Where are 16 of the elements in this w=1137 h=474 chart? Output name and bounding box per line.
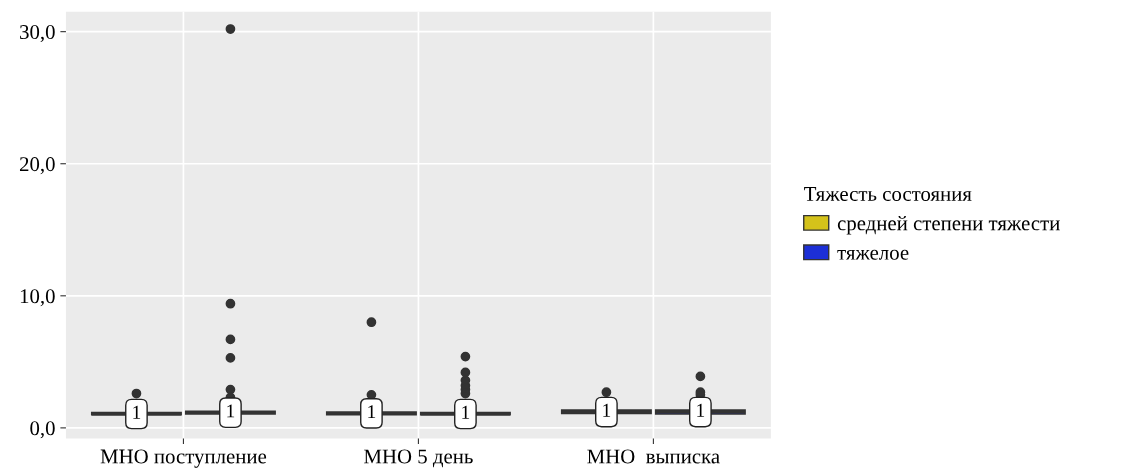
y-tick-label: 10,0 xyxy=(20,289,55,307)
x-tick-label: МНО выписка xyxy=(587,449,720,464)
y-tick-label: 30,0 xyxy=(20,25,55,43)
text: 1 xyxy=(697,403,705,417)
legend-label: средней степени тяжести xyxy=(837,215,1060,235)
text: 1 xyxy=(462,405,470,419)
y-tick-label: 0,0 xyxy=(30,421,55,439)
text: 1 xyxy=(133,405,141,419)
legend-label: тяжелое xyxy=(837,249,909,260)
x-tick-label: МНО 5 день xyxy=(364,449,473,468)
text: 1 xyxy=(368,405,376,419)
text: 1 xyxy=(603,403,611,417)
x-tick-label: МНО поступление xyxy=(100,449,267,468)
y-tick-label: 20,0 xyxy=(19,157,55,175)
text: 1 xyxy=(227,404,235,418)
legend-title: Тяжесть состояния xyxy=(804,187,972,201)
